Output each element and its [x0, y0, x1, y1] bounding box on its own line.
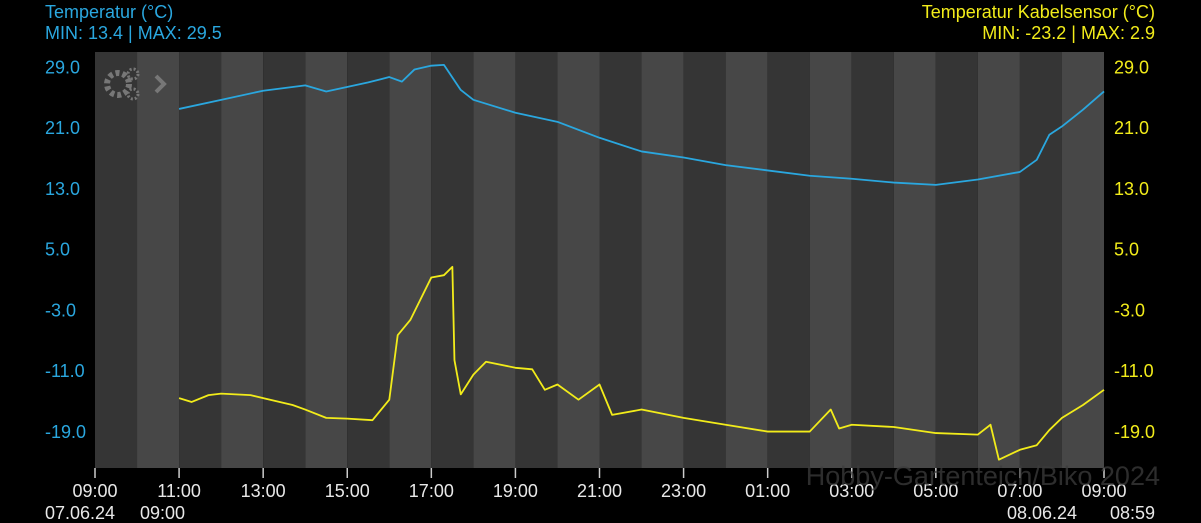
x-tick-label: 09:00: [72, 481, 117, 501]
plot-area: [95, 52, 1104, 468]
start-date: 07.06.24: [45, 503, 115, 523]
hour-stripe: [431, 52, 474, 468]
left-axis-title: Temperatur (°C): [45, 2, 173, 22]
hour-stripe: [599, 52, 642, 468]
x-tick-label: 23:00: [661, 481, 706, 501]
hour-stripe: [137, 52, 180, 468]
hour-stripe: [683, 52, 726, 468]
x-tick-label: 21:00: [577, 481, 622, 501]
y-tick-label: -11.0: [45, 361, 85, 381]
x-tick-label: 19:00: [493, 481, 538, 501]
y2-tick-label: -11.0: [1114, 361, 1154, 381]
hour-stripe: [641, 52, 684, 468]
y2-tick-label: 13.0: [1114, 179, 1149, 199]
series-line: [178, 265, 1105, 461]
hour-stripe: [389, 52, 432, 468]
hour-stripe: [179, 52, 222, 468]
hour-stripe: [809, 52, 852, 468]
right-axis-title: Temperatur Kabelsensor (°C): [922, 2, 1155, 22]
right-min-max: MIN: -23.2 | MAX: 2.9: [982, 23, 1155, 43]
y2-tick-label: -19.0: [1114, 422, 1155, 442]
y-tick-label: -3.0: [45, 300, 76, 320]
x-tick-label: 15:00: [325, 481, 370, 501]
hour-stripe: [851, 52, 894, 468]
y2-tick-label: 21.0: [1114, 118, 1149, 138]
hour-stripe: [893, 52, 936, 468]
x-tick-label: 01:00: [745, 481, 790, 501]
gear: [126, 67, 140, 81]
hour-stripe: [767, 52, 810, 468]
hour-stripe: [95, 52, 138, 468]
hour-stripe: [557, 52, 600, 468]
hour-stripe: [977, 52, 1020, 468]
x-tick-label: 05:00: [913, 481, 958, 501]
y-tick-label: -19.0: [45, 422, 86, 442]
y2-tick-label: 5.0: [1114, 240, 1139, 260]
end-time: 08:59: [1110, 503, 1155, 523]
x-tick-label: 11:00: [157, 481, 201, 501]
hour-stripe: [305, 52, 348, 468]
y-tick-label: 13.0: [45, 179, 80, 199]
hour-stripe: [515, 52, 558, 468]
settings-icon[interactable]: [104, 67, 167, 101]
x-tick-label: 09:00: [1081, 481, 1126, 501]
arrow: [154, 74, 167, 94]
watermark: Hobby-Gartenteich/Biko 2024: [806, 461, 1160, 491]
hour-stripe: [725, 52, 768, 468]
hour-stripe: [935, 52, 978, 468]
hour-stripe: [221, 52, 264, 468]
x-tick-label: 13:00: [241, 481, 286, 501]
end-date: 08.06.24: [1007, 503, 1077, 523]
hour-stripe: [263, 52, 306, 468]
data-start-time: 09:00: [140, 503, 185, 523]
y-tick-label: 29.0: [45, 57, 80, 77]
gear: [104, 70, 132, 98]
series-line: [178, 64, 1105, 186]
y2-tick-label: -3.0: [1114, 300, 1145, 320]
y-tick-label: 5.0: [45, 240, 70, 260]
y-tick-label: 21.0: [45, 118, 80, 138]
hour-stripe: [347, 52, 390, 468]
x-tick-label: 17:00: [409, 481, 454, 501]
hour-stripe: [1019, 52, 1062, 468]
hour-stripe: [473, 52, 516, 468]
x-tick-label: 03:00: [829, 481, 874, 501]
left-min-max: MIN: 13.4 | MAX: 29.5: [45, 23, 222, 43]
y2-tick-label: 29.0: [1114, 57, 1149, 77]
x-tick-label: 07:00: [997, 481, 1042, 501]
gear: [126, 87, 140, 101]
